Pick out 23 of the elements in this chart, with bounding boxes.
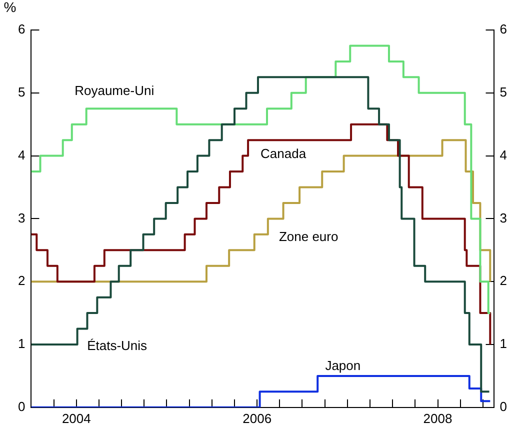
y2-tick-label: 1	[500, 336, 508, 352]
series-label: Canada	[260, 146, 307, 162]
y2-tick-label: 4	[500, 147, 508, 162]
x-tick-label: 2008	[423, 410, 452, 426]
y2-tick-label: 2	[500, 273, 508, 288]
y-tick-label: 3	[18, 210, 26, 226]
x-tick-label: 2006	[242, 410, 272, 426]
y2-tick-label: 6	[500, 22, 508, 37]
y-tick-label: 2	[18, 273, 26, 288]
series-label: Zone euro	[278, 229, 338, 244]
y-tick-label: 5	[18, 84, 26, 100]
series-label: Japon	[325, 358, 361, 374]
y-tick-label: 6	[18, 22, 26, 37]
y2-tick-label: 5	[500, 84, 508, 100]
x-tick-label: 2004	[62, 410, 91, 426]
y2-tick-label: 0	[500, 398, 508, 414]
y-tick-label: 0	[18, 398, 26, 414]
series-label: Royaume-Uni	[74, 83, 154, 98]
series-label: États-Unis	[87, 338, 148, 353]
y2-tick-label: 3	[500, 210, 508, 226]
y-tick-label: 1	[18, 336, 26, 352]
y-tick-label: 4	[18, 147, 26, 162]
y-axis-title: %	[4, 0, 16, 15]
